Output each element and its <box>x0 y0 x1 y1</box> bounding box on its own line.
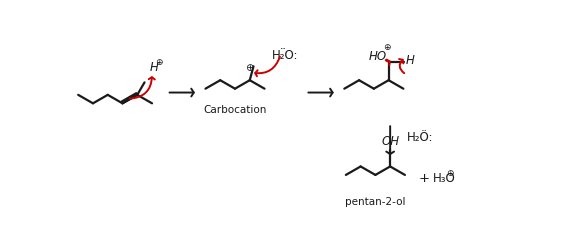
Text: ⊕: ⊕ <box>446 169 454 178</box>
Text: OH: OH <box>381 135 399 148</box>
Text: H₂O:: H₂O: <box>272 49 299 62</box>
Text: H: H <box>406 54 415 67</box>
Text: ⊕: ⊕ <box>383 43 391 52</box>
Text: H₃O: H₃O <box>433 172 456 185</box>
Text: pentan-2-ol: pentan-2-ol <box>345 197 406 207</box>
Text: ⊕: ⊕ <box>155 58 162 67</box>
Text: Carbocation: Carbocation <box>203 105 267 115</box>
Text: H: H <box>150 61 159 74</box>
Text: HO: HO <box>369 50 387 63</box>
Text: H₂Ö:: H₂Ö: <box>407 131 434 144</box>
Text: ⊕: ⊕ <box>245 63 254 73</box>
Text: +: + <box>419 172 430 185</box>
